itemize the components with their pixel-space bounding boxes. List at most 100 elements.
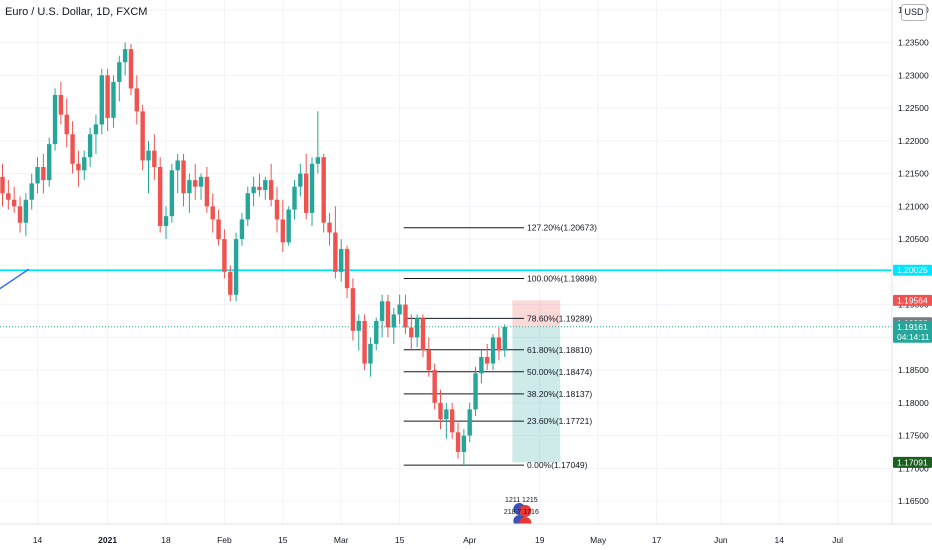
- us-flag-icon[interactable]: [519, 505, 532, 517]
- candle-body: [245, 193, 250, 220]
- x-tick-label: 17: [652, 535, 662, 545]
- fib-level-label: 0.00%(1.17049): [527, 460, 588, 470]
- candle-body: [298, 173, 303, 187]
- fib-level-label: 127.20%(1.20673): [527, 223, 597, 233]
- candle-body: [181, 160, 186, 194]
- candle-body: [374, 320, 379, 344]
- price-badges: 1.200251.195641.192221.170911.1916104:14…: [893, 264, 932, 468]
- x-tick-label: 18: [161, 535, 171, 545]
- currency-button[interactable]: USD: [901, 4, 927, 21]
- candle-body: [29, 183, 34, 200]
- candle-body: [204, 176, 210, 207]
- horizontal-line-badge: [893, 264, 932, 276]
- fib-level-label: 61.80%(1.18810): [527, 345, 592, 355]
- candle-body: [344, 248, 350, 289]
- current-price-badge: [893, 320, 932, 343]
- candle-body: [198, 176, 204, 187]
- candle-body: [216, 219, 221, 240]
- candle-body: [157, 167, 163, 226]
- candle-body: [210, 206, 215, 220]
- fib-level-label: 50.00%(1.18474): [527, 367, 592, 377]
- x-tick-label: Mar: [334, 535, 349, 545]
- x-tick-label: Jul: [832, 535, 843, 545]
- candle-body: [502, 326, 507, 351]
- time-axis-background: [0, 524, 932, 550]
- candle-body: [455, 432, 461, 452]
- y-tick-label: 1.23000: [898, 70, 929, 80]
- x-tick-label: Feb: [217, 535, 232, 545]
- candle-body: [193, 180, 198, 187]
- candle-body: [233, 239, 239, 295]
- candle-body: [362, 320, 367, 364]
- candle-body: [467, 409, 472, 436]
- candle-body: [496, 337, 502, 351]
- fib-level-label: 100.00%(1.19898): [527, 274, 597, 284]
- candle-body: [327, 222, 332, 233]
- candle-body: [321, 157, 326, 223]
- candle-body: [152, 150, 157, 168]
- candle-body: [385, 301, 391, 328]
- candle-body: [228, 271, 233, 295]
- candle-body: [350, 288, 356, 331]
- candle-body: [70, 134, 75, 164]
- x-tick-label: 19: [535, 535, 545, 545]
- x-tick-label: May: [590, 535, 607, 545]
- candle-body: [187, 180, 192, 194]
- candle-body: [58, 94, 64, 115]
- y-tick-label: 1.23500: [898, 38, 929, 48]
- candle-body: [99, 75, 104, 125]
- y-tick-label: 1.22000: [898, 136, 929, 146]
- y-tick-label: 1.18500: [898, 365, 929, 375]
- fib-level-label: 23.60%(1.17721): [527, 416, 592, 426]
- candle-body: [11, 199, 17, 207]
- candle-body: [169, 170, 175, 217]
- time-axis[interactable]: 14 2021 18 Feb 15 Mar 15 Apr 19 May 17 Jun 14 Jul: [0, 523, 932, 550]
- candle-body: [268, 180, 274, 200]
- candle-body: [379, 301, 385, 321]
- x-tick-label: Apr: [463, 535, 476, 545]
- position-stop-zone[interactable]: [512, 300, 561, 327]
- candle-body: [280, 219, 286, 243]
- candle-body: [391, 314, 396, 328]
- candle-body: [64, 114, 69, 135]
- drawn-lines[interactable]: [0, 268, 892, 328]
- candle-body: [438, 402, 443, 420]
- x-tick-label: Jun: [714, 535, 728, 545]
- candle-body: [479, 356, 484, 374]
- event-label: 1211 1215: [505, 497, 538, 504]
- candle-body: [0, 176, 5, 194]
- candle-body: [414, 317, 420, 338]
- candle-body: [239, 219, 245, 240]
- candle-body: [303, 173, 309, 213]
- y-tick-label: 1.21000: [898, 201, 929, 211]
- x-tick-label: 2021: [98, 535, 117, 545]
- candle-body: [175, 160, 180, 171]
- candle-body: [263, 180, 268, 190]
- y-tick-label: 1.17000: [898, 463, 929, 473]
- candle-body: [356, 320, 361, 331]
- horizontal-line-badge-text: 1.20025: [897, 265, 928, 275]
- candle-body: [473, 373, 478, 410]
- y-tick-label: 1.18000: [898, 398, 929, 408]
- candle-body: [461, 435, 467, 452]
- candle-body: [52, 94, 58, 145]
- candle-body: [309, 163, 315, 213]
- candle-body: [41, 167, 46, 181]
- x-tick-label: 15: [395, 535, 405, 545]
- y-tick-label: 1.16500: [898, 496, 929, 506]
- price-badge: [893, 456, 932, 468]
- candle-body: [146, 150, 151, 161]
- candle-body: [432, 370, 437, 403]
- trendline[interactable]: [0, 268, 30, 324]
- candlestick-series: [0, 42, 507, 466]
- candle-body: [368, 343, 373, 364]
- candle-body: [35, 167, 40, 184]
- price-badge-text: 1.19564: [897, 295, 928, 305]
- chart-title: Euro / U.S. Dollar, 1D, FXCM: [5, 6, 148, 18]
- y-tick-label: 1.22500: [898, 103, 929, 113]
- long-position-tool[interactable]: [512, 300, 561, 463]
- candle-body: [315, 157, 321, 164]
- candle-body: [274, 199, 280, 220]
- candle-body: [444, 409, 449, 420]
